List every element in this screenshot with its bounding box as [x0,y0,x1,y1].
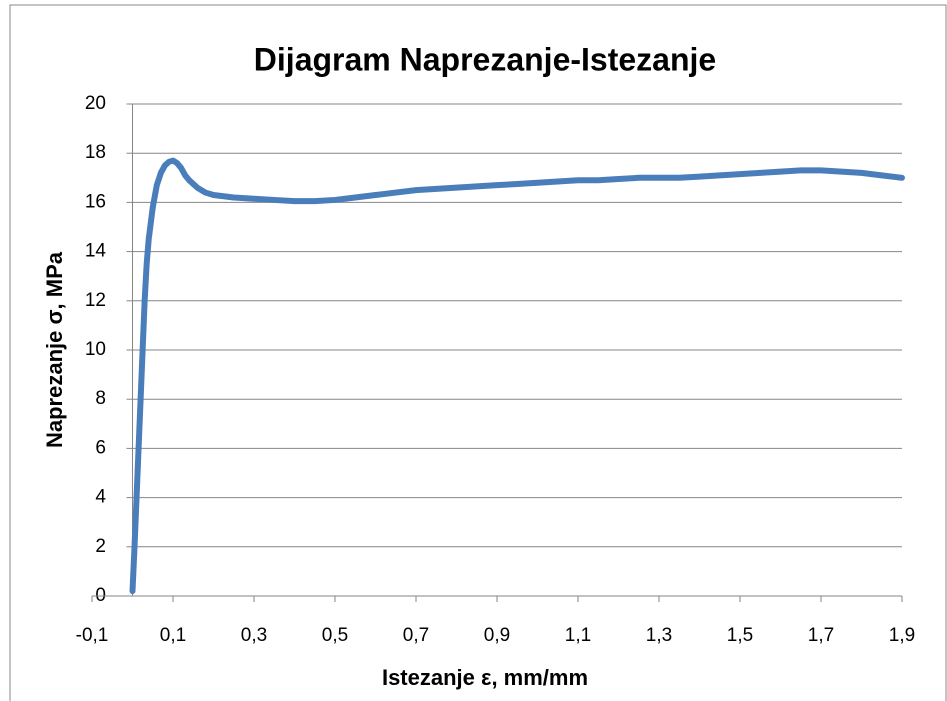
data-line [129,157,905,595]
x-tick-label: 1,5 [727,625,753,646]
x-tick-label: 1,3 [646,625,672,646]
x-tick-label: 0,9 [484,625,510,646]
y-tick-label: 20 [85,93,106,114]
x-tick-label: 1,7 [808,625,834,646]
y-tick-label: 2 [95,536,106,557]
chart-frame [9,4,947,701]
y-tick-label: 8 [95,388,106,409]
x-tick-label: -0,1 [76,625,109,646]
y-tick-label: 4 [95,487,106,508]
x-tick-label: 0,7 [403,625,429,646]
x-tick-label: 1,1 [565,625,591,646]
x-axis-label: Istezanje ε, mm/mm [382,665,588,690]
x-tick-label: 1,9 [889,625,915,646]
y-tick-label: 18 [85,142,106,163]
chart-title: Dijagram Naprezanje-Istezanje [254,41,716,77]
y-tick-label: 16 [85,191,106,212]
x-tick-label: 0,5 [322,625,348,646]
y-tick-label: 10 [85,339,106,360]
x-tick-label: 0,3 [241,625,267,646]
y-axis-label: Naprezanje σ, MPa [42,251,67,448]
x-tick-label: 0,1 [160,625,186,646]
y-tick-label: 12 [85,290,106,311]
y-tick-label: 6 [95,437,106,458]
y-tick-label: 14 [85,241,107,262]
